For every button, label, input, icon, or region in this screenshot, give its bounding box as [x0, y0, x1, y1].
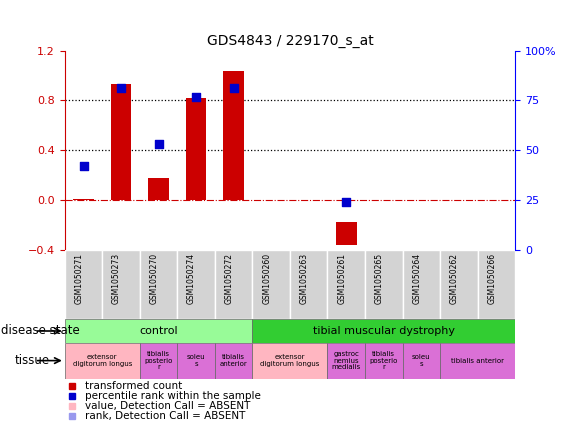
Bar [177, 343, 215, 379]
Bar [65, 319, 252, 343]
Text: tibialis
anterior: tibialis anterior [220, 354, 248, 367]
Bar [403, 343, 440, 379]
Text: soleu
s: soleu s [187, 354, 205, 367]
Text: GSM1050263: GSM1050263 [300, 253, 309, 304]
Bar [111, 84, 131, 200]
Bar [365, 343, 403, 379]
Bar [186, 98, 207, 200]
Bar [328, 343, 365, 379]
Text: rank, Detection Call = ABSENT: rank, Detection Call = ABSENT [84, 411, 245, 420]
Bar [440, 343, 515, 379]
Bar [148, 178, 169, 200]
Text: GSM1050270: GSM1050270 [150, 253, 159, 304]
Text: transformed count: transformed count [84, 381, 182, 390]
Bar [252, 319, 515, 343]
Text: tibialis
posterio
r: tibialis posterio r [144, 351, 173, 370]
Bar [65, 343, 140, 379]
Bar [477, 250, 515, 319]
Bar [140, 250, 177, 319]
Text: tissue: tissue [15, 354, 50, 367]
Text: tibialis
posterio
r: tibialis posterio r [369, 351, 398, 370]
Bar [140, 343, 177, 379]
Point [229, 85, 238, 91]
Point [191, 93, 200, 100]
Text: percentile rank within the sample: percentile rank within the sample [84, 390, 261, 401]
Text: GSM1050273: GSM1050273 [112, 253, 121, 304]
Text: tibial muscular dystrophy: tibial muscular dystrophy [313, 326, 455, 336]
Text: GSM1050266: GSM1050266 [488, 253, 497, 304]
Text: soleu
s: soleu s [412, 354, 431, 367]
Text: extensor
digitorum longus: extensor digitorum longus [73, 354, 132, 367]
Text: GSM1050274: GSM1050274 [187, 253, 196, 304]
Bar [252, 343, 328, 379]
Bar [215, 250, 252, 319]
Point [342, 199, 351, 206]
Text: GSM1050264: GSM1050264 [412, 253, 421, 304]
Text: GSM1050271: GSM1050271 [74, 253, 83, 304]
Text: gastroc
nemius
medialis: gastroc nemius medialis [332, 351, 361, 370]
Bar [252, 250, 290, 319]
Text: GSM1050265: GSM1050265 [375, 253, 384, 304]
Point [154, 140, 163, 147]
Bar [403, 250, 440, 319]
Text: GSM1050262: GSM1050262 [450, 253, 459, 304]
Text: GSM1050261: GSM1050261 [337, 253, 346, 304]
Bar [440, 250, 477, 319]
Bar [336, 222, 356, 244]
Text: tibialis anterior: tibialis anterior [451, 357, 504, 364]
Bar [102, 250, 140, 319]
Text: GSM1050260: GSM1050260 [262, 253, 271, 304]
Text: value, Detection Call = ABSENT: value, Detection Call = ABSENT [84, 401, 250, 411]
Bar [73, 199, 94, 200]
Bar [215, 343, 252, 379]
Text: disease state: disease state [1, 324, 80, 338]
Bar [177, 250, 215, 319]
Text: extensor
digitorum longus: extensor digitorum longus [260, 354, 320, 367]
Bar [224, 71, 244, 200]
Bar [290, 250, 328, 319]
Bar [328, 250, 365, 319]
Point [117, 85, 126, 91]
Point [79, 163, 88, 170]
Text: control: control [139, 326, 178, 336]
Bar [65, 250, 102, 319]
Text: GSM1050272: GSM1050272 [225, 253, 234, 304]
Title: GDS4843 / 229170_s_at: GDS4843 / 229170_s_at [207, 34, 373, 48]
Bar [365, 250, 403, 319]
